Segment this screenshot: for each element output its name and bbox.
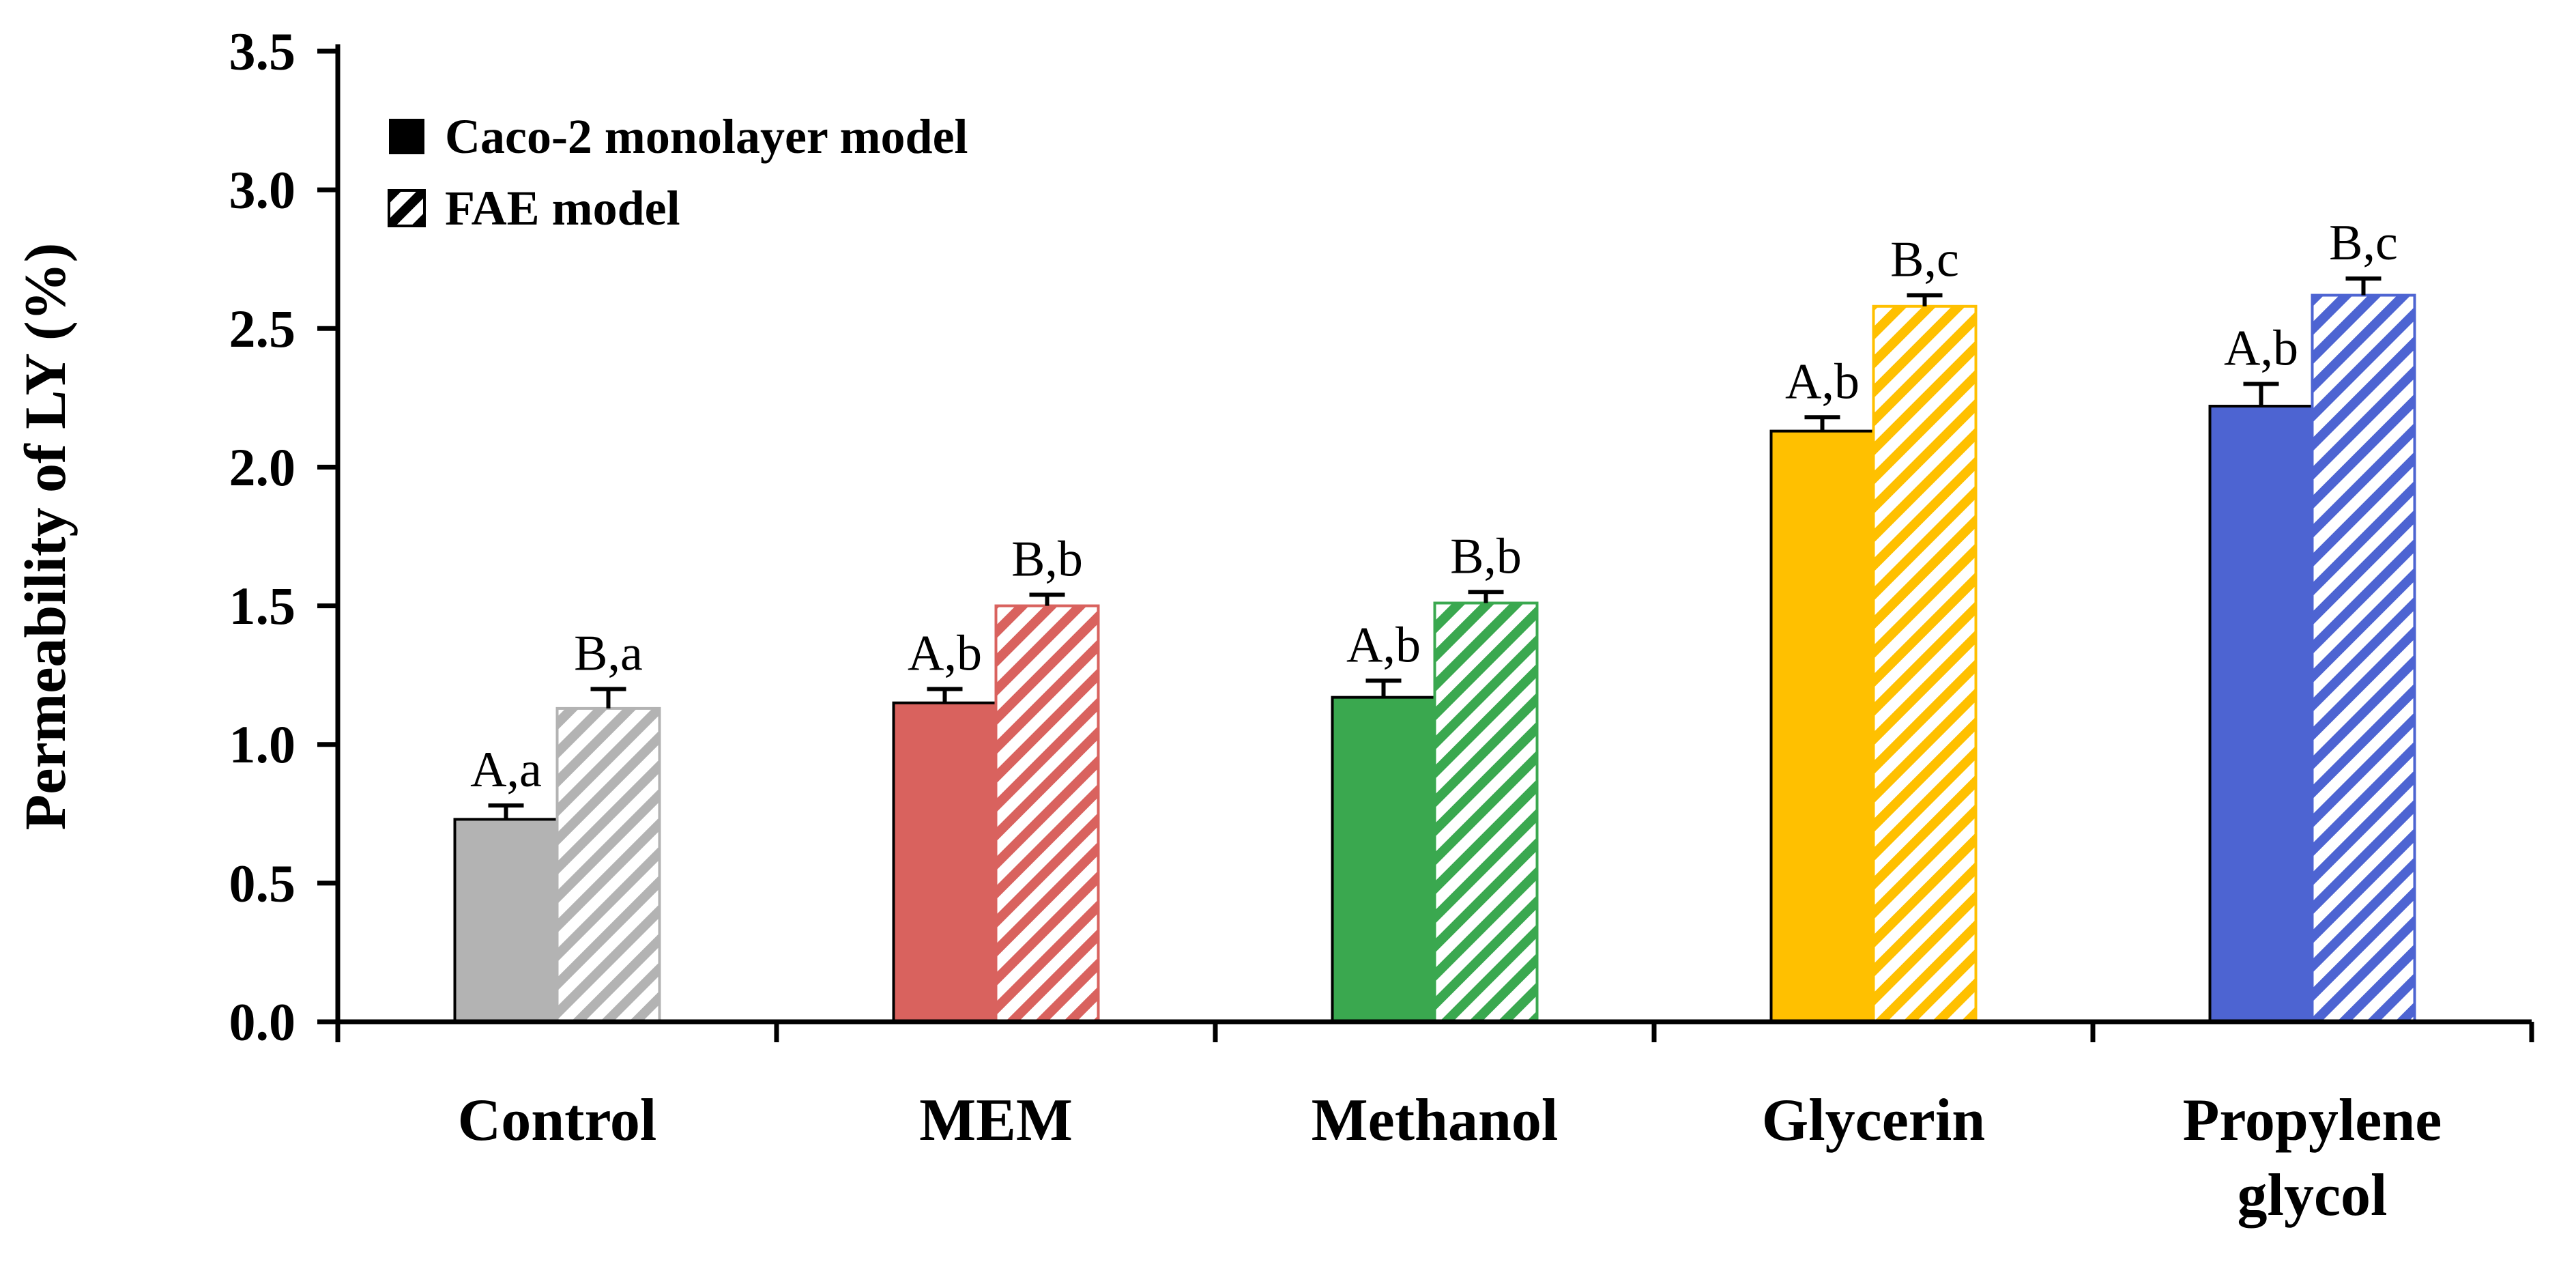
bar-methanol-hatched — [1433, 601, 1539, 1023]
bar-annotation: A,b — [2224, 321, 2298, 377]
bar-glycerin-solid — [1769, 429, 1875, 1023]
bar-mem-solid — [892, 701, 998, 1024]
bar-annotation: B,a — [574, 625, 643, 681]
category-label: Control — [458, 1087, 657, 1154]
y-tick-label: 3.5 — [229, 22, 296, 81]
legend-label-caco2: Caco-2 monolayer model — [445, 109, 968, 164]
bar-control-hatched — [555, 706, 661, 1023]
bar-glycerin-hatched — [1872, 304, 1978, 1024]
y-axis-title: Permeability of LY (%) — [12, 243, 78, 831]
category-label: Glycerin — [1762, 1087, 1985, 1154]
chart-plot-area: 0.0 0.5 1.0 1.5 2.0 2.5 3.0 3.5 A,a B,a Control A,b… — [229, 22, 2534, 1229]
bar-annotation: A,b — [1346, 617, 1421, 673]
legend-marker-solid — [389, 119, 424, 154]
category-label: Methanol — [1312, 1087, 1559, 1154]
y-tick-label: 0.0 — [229, 992, 296, 1052]
y-tick-label: 1.5 — [229, 576, 296, 635]
legend: Caco-2 monolayer model FAE model — [388, 109, 968, 235]
bar-annotation: B,b — [1011, 531, 1083, 587]
bar-propylene-glycol-solid — [2208, 405, 2314, 1023]
bar-annotation: B,b — [1450, 528, 1522, 584]
y-tick-label: 2.0 — [229, 438, 296, 497]
bar-annotation: A,b — [908, 625, 982, 681]
bar-annotation: A,a — [470, 742, 542, 798]
category-label: Propylene glycol — [2183, 1087, 2442, 1229]
bar-annotation: B,c — [2329, 215, 2398, 271]
bar-annotation: A,b — [1785, 354, 1859, 410]
category-label: MEM — [919, 1087, 1073, 1154]
y-tick-label: 3.0 — [229, 160, 296, 220]
bar-mem-hatched — [994, 604, 1100, 1023]
y-tick-label: 2.5 — [229, 299, 296, 358]
legend-marker-hatched — [388, 189, 426, 227]
bar-annotation: B,c — [1890, 232, 1959, 288]
bar-methanol-solid — [1331, 696, 1436, 1023]
bar-propylene-glycol-hatched — [2311, 293, 2416, 1024]
bar-control-solid — [453, 818, 559, 1023]
y-tick-label: 1.0 — [229, 715, 296, 774]
y-tick-label: 0.5 — [229, 853, 296, 913]
legend-label-fae: FAE model — [445, 181, 680, 235]
